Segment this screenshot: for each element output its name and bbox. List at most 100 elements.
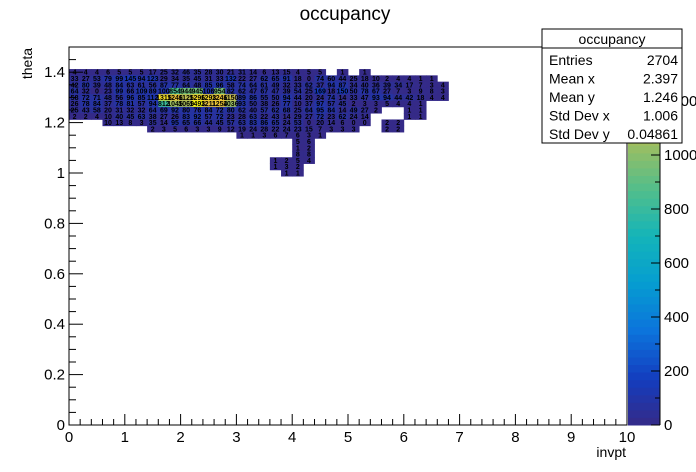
heatmap-cell <box>147 100 159 108</box>
heatmap-cell <box>202 81 215 89</box>
stats-value: 2.397 <box>643 71 678 87</box>
heatmap-cells <box>69 69 449 177</box>
heatmap-cell <box>247 119 260 127</box>
heatmap-cell-label: 47 <box>272 89 280 96</box>
heatmap-cell-label: 4 <box>396 76 400 83</box>
heatmap-cell-label: 28 <box>205 70 213 77</box>
heatmap-cell <box>258 100 271 108</box>
heatmap-cell <box>281 113 293 120</box>
heatmap-cell-label: 95 <box>316 108 324 115</box>
heatmap-cell-label: 27 <box>305 114 313 121</box>
heatmap-cell <box>269 87 282 95</box>
heatmap-cell <box>180 106 193 114</box>
heatmap-cell-label: 96 <box>216 82 224 89</box>
heatmap-cell <box>269 69 282 76</box>
heatmap-cell-label: 32 <box>283 82 291 89</box>
heatmap-cell <box>381 75 394 83</box>
heatmap-cell <box>80 106 92 114</box>
heatmap-cell-label: 68 <box>283 108 291 115</box>
heatmap-cell-label: 55 <box>260 95 268 102</box>
heatmap-cell <box>359 100 371 108</box>
palette-band <box>628 372 660 381</box>
heatmap-cell <box>236 119 248 127</box>
heatmap-cell <box>158 100 170 108</box>
heatmap-cell-label: 13 <box>272 70 280 77</box>
heatmap-cell-label: 32 <box>82 89 90 96</box>
heatmap-cell <box>191 113 204 120</box>
heatmap-cell <box>102 106 115 114</box>
heatmap-cell <box>236 75 248 83</box>
heatmap-cell <box>258 75 271 83</box>
heatmap-cell-label: 14 <box>361 114 369 121</box>
heatmap-cell-label: 945 <box>191 89 203 96</box>
heatmap-cell-label: 1 <box>240 133 244 140</box>
palette-band <box>628 236 660 245</box>
heatmap-cell <box>191 87 204 95</box>
heatmap-cell-label: 34 <box>394 82 402 89</box>
palette-band <box>628 160 660 169</box>
heatmap-cell <box>303 150 315 158</box>
heatmap-cell <box>303 69 315 76</box>
z-tick-label: 1000 <box>664 147 696 164</box>
heatmap-cell <box>135 69 148 76</box>
heatmap-cell-label: 812 <box>158 101 170 108</box>
heatmap-cell-label: 58 <box>227 82 235 89</box>
heatmap-cell <box>269 75 282 83</box>
heatmap-cell-label: 7 <box>318 126 322 133</box>
heatmap-cell <box>214 119 226 127</box>
palette-band <box>628 152 660 161</box>
heatmap-cell-label: 35 <box>149 120 157 127</box>
heatmap-cell-label: 39 <box>383 82 391 89</box>
heatmap-cell <box>191 94 204 101</box>
palette-band <box>628 326 660 335</box>
heatmap-cell-label: 0 <box>363 120 367 127</box>
heatmap-cell-labels: 4 4 4 6 5 5 5 17 25 32 46 35 28 30 21 31 14 6 13 15 4 5 5 1 133 2… <box>71 70 445 178</box>
heatmap-cell <box>247 125 260 133</box>
heatmap-cell <box>214 87 226 95</box>
heatmap-cell-label: 20 <box>305 95 313 102</box>
heatmap-cell <box>336 113 349 120</box>
heatmap-cell-label: 23 <box>294 126 302 133</box>
heatmap-cell <box>191 106 204 114</box>
heatmap-cell <box>180 125 193 133</box>
heatmap-cell <box>403 75 416 83</box>
x-axis: 0 1 2 3 4 5 6 7 8 9 10 <box>65 414 636 446</box>
x-tick-label: 10 <box>619 429 636 446</box>
heatmap-cell <box>348 75 360 83</box>
heatmap-cell <box>147 113 159 120</box>
heatmap-cell <box>202 100 215 108</box>
heatmap-cell <box>158 69 170 76</box>
heatmap-cell <box>281 125 293 133</box>
heatmap-cell-label: 17 <box>149 70 157 77</box>
heatmap-cell <box>359 94 371 101</box>
heatmap-cell <box>225 106 237 114</box>
heatmap-cell-label: 132 <box>225 76 237 83</box>
heatmap-cell-label: 74 <box>238 82 246 89</box>
heatmap-cell <box>303 132 315 139</box>
heatmap-cell-label: 24 <box>316 95 324 102</box>
heatmap-cell <box>281 157 293 164</box>
heatmap-cell-label: 5 <box>307 70 311 77</box>
stats-value: 2704 <box>647 52 678 68</box>
heatmap-cell <box>80 87 92 95</box>
heatmap-cell-label: 14 <box>339 95 347 102</box>
heatmap-cell <box>124 119 137 127</box>
heatmap-cell <box>292 150 304 158</box>
heatmap-cell <box>124 87 137 95</box>
heatmap-cell <box>147 106 159 114</box>
stats-label: Std Dev x <box>549 108 610 124</box>
heatmap-cell-label: 18 <box>294 76 302 83</box>
heatmap-cell <box>414 75 427 83</box>
heatmap-cell-label: 93 <box>238 101 246 108</box>
heatmap-cell-label: 169 <box>314 89 326 96</box>
heatmap-cell <box>169 100 181 108</box>
stats-box: occupancy Entries 2704 Mean x 2.397 Mean y 1.2… <box>541 28 683 144</box>
heatmap-cell-label: 854 <box>169 89 181 96</box>
heatmap-cell-label: 9 <box>419 89 423 96</box>
heatmap-cell-label: 3 <box>329 126 333 133</box>
heatmap-cell-label: 1125 <box>179 95 194 102</box>
heatmap-cell <box>392 81 405 89</box>
heatmap-cell-label: 5 <box>296 139 300 146</box>
heatmap-cell-label: 2 <box>385 76 389 83</box>
heatmap-cell <box>191 81 204 89</box>
